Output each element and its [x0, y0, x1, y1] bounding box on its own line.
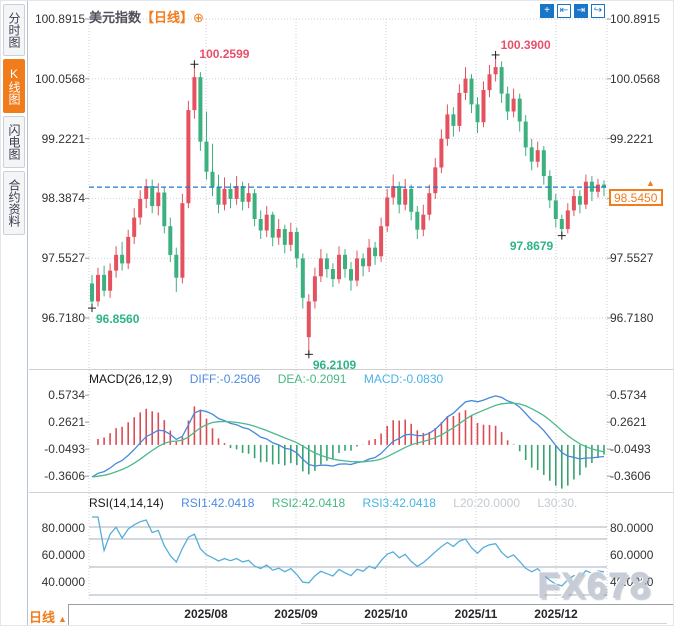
symbol-name: 美元指数: [89, 10, 142, 25]
macd-header: MACD(26,12,9) DIFF:-0.2506 DEA:-0.2091 M…: [89, 372, 457, 386]
rsi1-value: RSI1:42.0418: [181, 496, 255, 510]
y-axis-label: -0.3606: [44, 469, 85, 484]
y-axis-label: 80.0000: [41, 521, 85, 535]
y-axis-label: 0.5734: [48, 388, 85, 403]
x-axis-date-label: 2025/11: [454, 607, 498, 621]
rsi-header: RSI(14,14,14) RSI1:42.0418 RSI2:42.0418 …: [89, 496, 591, 510]
price-annotation: 100.2599: [199, 47, 250, 62]
price-line-layer: [88, 50, 607, 359]
sidebar-tab-time-chart[interactable]: 分时图: [3, 4, 25, 56]
chevron-up-icon: ▲: [58, 614, 67, 624]
price-annotation: 97.8679: [509, 238, 554, 253]
rsi-l20-value: L20:20.0000: [453, 496, 520, 510]
y-axis-label: 99.2221: [41, 131, 85, 146]
chart-title: 美元指数【日线】⊕: [89, 7, 204, 26]
y-axis-label: 40.0000: [610, 575, 654, 590]
macd-layer: [91, 395, 605, 489]
x-axis-date-label: 2025/09: [274, 607, 318, 621]
rsi2-value: RSI2:42.0418: [271, 496, 346, 510]
y-axis-label: 60.0000: [610, 548, 654, 563]
sidebar: 分时图 K线图 闪电图 合约资料: [1, 1, 28, 625]
sidebar-tab-lightning-chart[interactable]: 闪电图: [3, 116, 25, 168]
scale-expand-icon[interactable]: ⇥: [574, 4, 588, 18]
rsi-title: RSI(14,14,14): [89, 496, 164, 510]
y-axis-label: 80.0000: [610, 521, 654, 535]
y-axis-label: -0.0493: [610, 442, 651, 457]
sidebar-tab-kline-chart[interactable]: K线图: [3, 59, 25, 113]
y-axis-label: -0.0493: [44, 442, 85, 457]
rsi-l30-value: L30:30.: [537, 496, 578, 510]
y-axis-label: 100.0568: [34, 71, 85, 86]
y-axis-label: 0.2621: [610, 415, 647, 430]
macd-hist-value: MACD:-0.0830: [363, 372, 444, 386]
macd-diff-value: DIFF:-0.2506: [189, 372, 261, 386]
macd-dea-value: DEA:-0.2091: [277, 372, 347, 386]
y-axis-label: 100.8915: [34, 12, 85, 26]
price-annotation: 100.3900: [500, 37, 551, 52]
price-annotation: 96.2109: [312, 358, 357, 373]
y-axis-label: 100.8915: [610, 12, 661, 26]
y-axis-label: 0.2621: [48, 415, 85, 430]
y-axis-label: 100.0568: [610, 71, 661, 86]
current-price-tag: 98.5450: [609, 189, 663, 206]
exit-chart-icon[interactable]: ↪: [591, 4, 605, 18]
y-axis-label: 99.2221: [610, 131, 654, 146]
macd-title: MACD(26,12,9): [89, 372, 173, 386]
x-axis-date-label: 2025/08: [184, 607, 228, 621]
price-arrow-icon: ▲: [646, 178, 655, 188]
period-tag: 【日线】: [141, 10, 194, 25]
crosshair-icon[interactable]: +: [540, 4, 554, 18]
x-axis-date-label: 2025/12: [534, 607, 578, 621]
y-axis-label: -0.3606: [610, 469, 651, 484]
chart-toolbar: + ⇤ ⇥ ↪: [540, 4, 605, 18]
rsi-layer: [92, 516, 605, 587]
period-selector[interactable]: 日线 ▲: [29, 607, 67, 625]
y-axis-label: 96.7180: [610, 311, 654, 325]
candles-layer: [90, 54, 606, 355]
price-annotation: 96.8560: [96, 312, 140, 327]
scale-compress-icon[interactable]: ⇤: [557, 4, 571, 18]
rsi3-value: RSI3:42.0418: [362, 496, 436, 510]
y-axis-label: 60.0000: [41, 548, 85, 563]
y-axis-label: 40.0000: [41, 575, 85, 590]
x-axis-date-label: 2025/10: [364, 607, 408, 621]
watermark: FX678: [537, 565, 652, 606]
add-indicator-icon[interactable]: ⊕: [193, 10, 204, 25]
y-axis-label: 98.3874: [41, 191, 85, 206]
y-axis-label: 96.7180: [41, 311, 85, 325]
y-axis-label: 97.5527: [41, 251, 85, 266]
period-label: 日线: [29, 610, 56, 625]
y-axis-label: 0.5734: [610, 388, 647, 403]
y-axis-label: 97.5527: [610, 251, 654, 266]
sidebar-tab-contract-info[interactable]: 合约资料: [3, 171, 25, 235]
